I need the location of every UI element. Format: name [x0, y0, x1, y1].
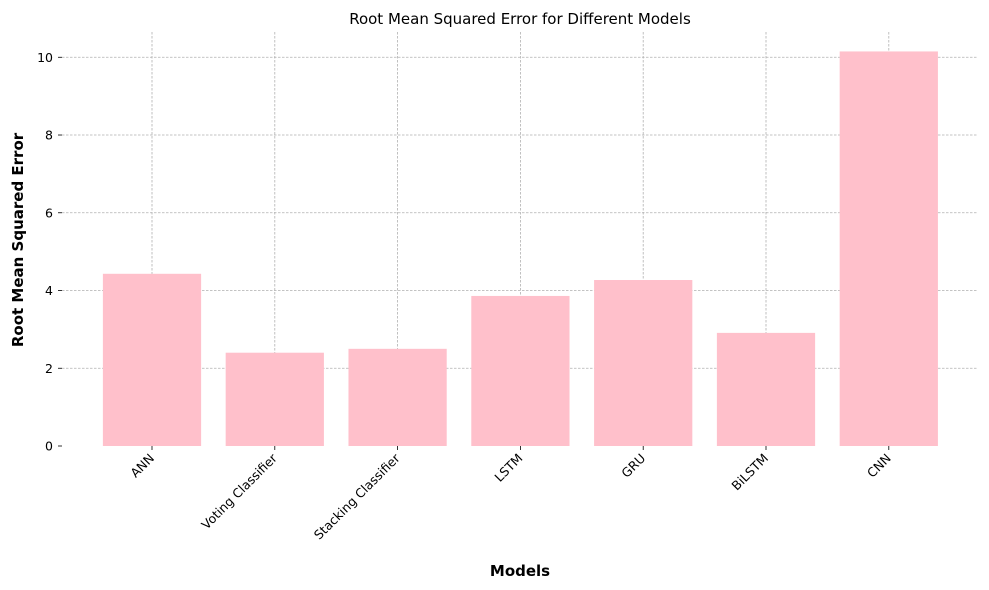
bars	[102, 51, 938, 447]
x-axis-label: Models	[490, 562, 550, 580]
x-tick-label: LSTM	[491, 451, 525, 485]
y-tick-label: 4	[45, 283, 53, 298]
y-tick-label: 6	[45, 205, 53, 220]
x-tick-label: ANN	[127, 451, 157, 481]
bar	[594, 280, 693, 446]
bar	[225, 352, 324, 446]
x-tick-label: BiLSTM	[728, 451, 771, 494]
y-axis: 0 2 4 6 8 10	[37, 50, 62, 454]
y-tick-label: 8	[45, 128, 53, 143]
y-tick-label: 0	[45, 439, 53, 454]
x-axis: ANN Voting Classifier Stacking Classifier L…	[127, 446, 894, 542]
bar	[348, 348, 447, 446]
bar	[102, 273, 202, 446]
y-tick-label: 2	[45, 361, 53, 376]
bar	[839, 51, 938, 447]
x-tick-label: GRU	[618, 451, 648, 481]
x-tick-label: Stacking Classifier	[311, 450, 404, 543]
bar	[471, 295, 570, 446]
chart-title: Root Mean Squared Error for Different Mo…	[349, 10, 691, 28]
y-tick-label: 10	[37, 50, 53, 65]
x-tick-label: Voting Classifier	[198, 450, 280, 532]
bar	[716, 332, 816, 446]
x-tick-label: CNN	[864, 451, 894, 481]
y-axis-label: Root Mean Squared Error	[9, 132, 27, 347]
